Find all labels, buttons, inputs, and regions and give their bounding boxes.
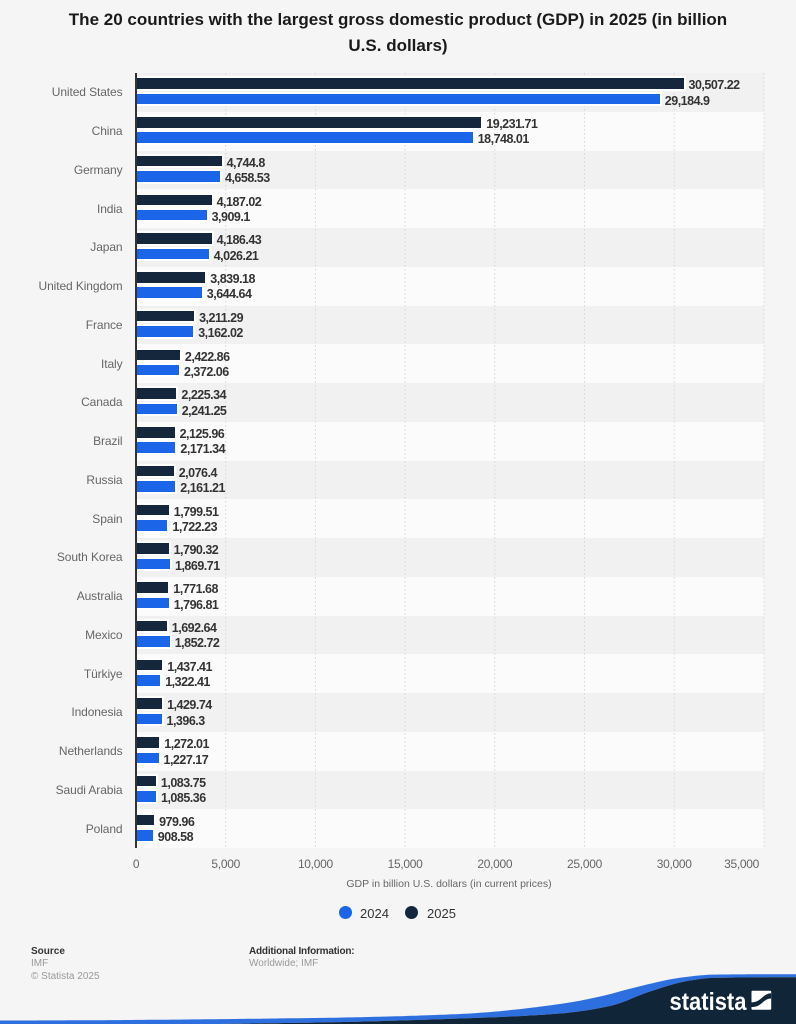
svg-text:statista: statista — [670, 988, 748, 1016]
